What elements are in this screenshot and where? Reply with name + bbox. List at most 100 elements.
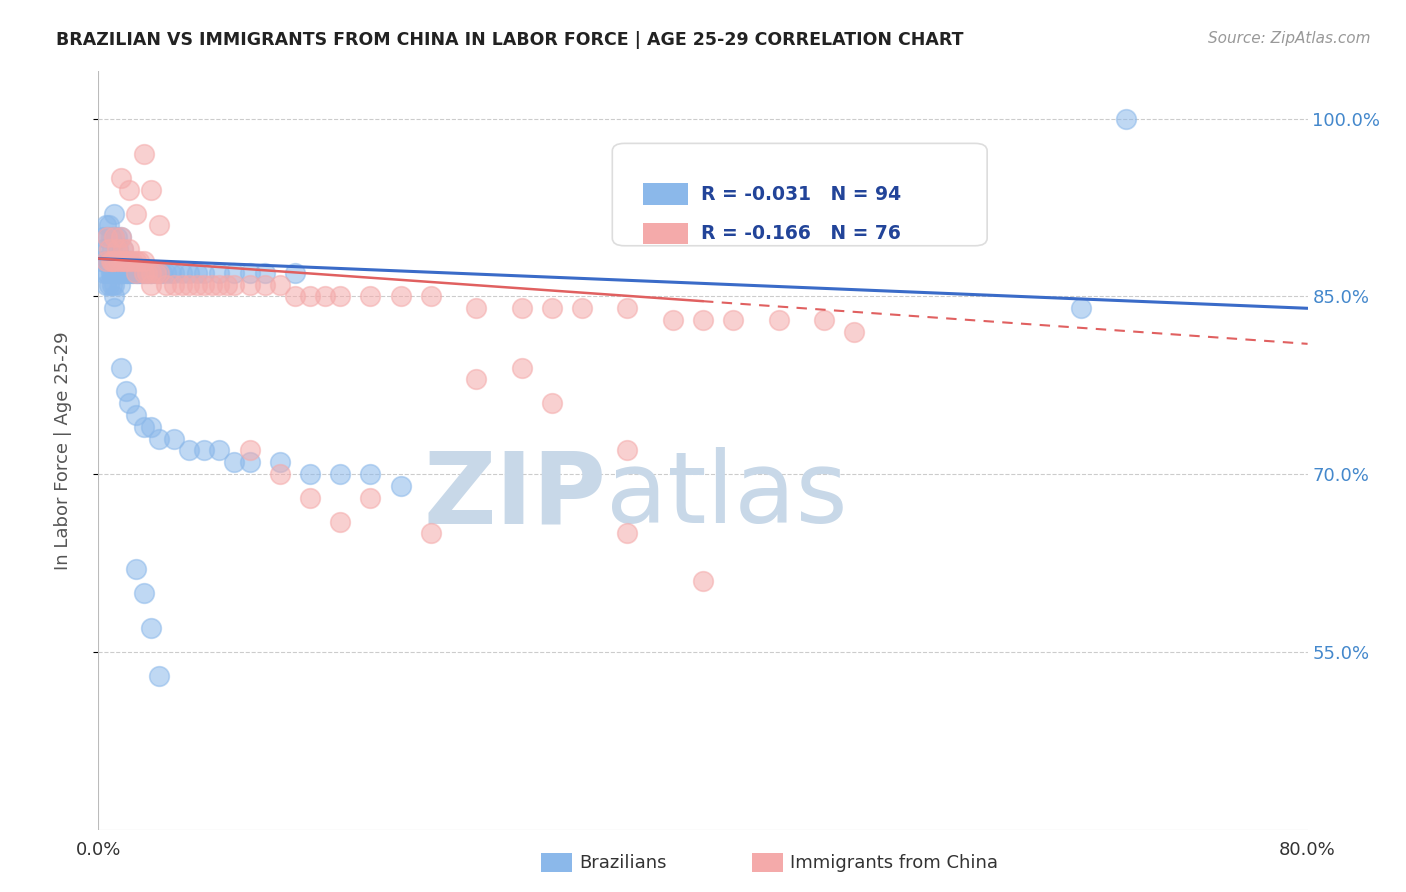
Point <box>420 289 443 303</box>
Point <box>148 219 170 233</box>
Point <box>132 419 155 434</box>
Point <box>141 419 163 434</box>
Point <box>215 277 238 292</box>
Point <box>118 183 141 197</box>
Point <box>101 266 124 280</box>
Point <box>239 266 262 280</box>
Point <box>111 242 134 256</box>
Point <box>103 289 125 303</box>
Point <box>101 277 124 292</box>
Point <box>110 253 132 268</box>
Point <box>420 526 443 541</box>
Point <box>112 253 135 268</box>
Point <box>101 242 124 256</box>
Point <box>163 277 186 292</box>
Point <box>125 562 148 576</box>
Point <box>103 253 125 268</box>
Point <box>253 277 276 292</box>
Point <box>141 266 163 280</box>
Point <box>93 266 115 280</box>
Point <box>100 253 122 268</box>
Point <box>96 230 118 244</box>
Point <box>208 266 231 280</box>
Point <box>155 277 177 292</box>
Point <box>105 242 128 256</box>
Point <box>208 277 231 292</box>
Point <box>616 526 638 541</box>
Point <box>114 253 136 268</box>
Point <box>100 253 122 268</box>
Y-axis label: In Labor Force | Age 25-29: In Labor Force | Age 25-29 <box>53 331 72 570</box>
Point <box>193 443 215 458</box>
Point <box>179 277 201 292</box>
Point <box>723 313 745 327</box>
Point <box>148 668 170 682</box>
Point <box>132 266 155 280</box>
Point <box>329 467 352 482</box>
Point <box>132 585 155 599</box>
Point <box>121 266 143 280</box>
Text: Brazilians: Brazilians <box>579 854 666 871</box>
Point <box>93 242 115 256</box>
Point <box>94 253 117 268</box>
Point <box>163 266 186 280</box>
Point <box>155 266 177 280</box>
Point <box>122 266 145 280</box>
Point <box>139 266 162 280</box>
Point <box>132 253 155 268</box>
Text: R = -0.031   N = 94: R = -0.031 N = 94 <box>700 185 901 203</box>
Point <box>107 253 129 268</box>
Point <box>299 491 322 505</box>
Text: R = -0.166   N = 76: R = -0.166 N = 76 <box>700 224 900 243</box>
Point <box>91 230 114 244</box>
Point <box>96 253 118 268</box>
Point <box>360 467 382 482</box>
Point <box>1115 112 1137 126</box>
Point <box>129 266 152 280</box>
Point <box>108 253 131 268</box>
Point <box>540 301 562 316</box>
Point <box>253 266 276 280</box>
Point <box>96 230 118 244</box>
Point <box>125 266 148 280</box>
Point <box>465 301 488 316</box>
Point <box>510 360 533 375</box>
Point <box>112 253 135 268</box>
Point <box>692 574 714 588</box>
Point <box>186 266 208 280</box>
Text: Source: ZipAtlas.com: Source: ZipAtlas.com <box>1208 31 1371 46</box>
Text: Immigrants from China: Immigrants from China <box>790 854 998 871</box>
Point <box>125 253 148 268</box>
Point <box>110 230 132 244</box>
Point <box>141 621 163 635</box>
Point <box>125 266 148 280</box>
Point <box>148 266 170 280</box>
Point <box>100 266 122 280</box>
Point <box>98 242 121 256</box>
Point <box>193 266 215 280</box>
Point <box>101 253 124 268</box>
Point <box>314 289 336 303</box>
Point <box>132 147 155 161</box>
Point <box>118 266 141 280</box>
Point <box>103 277 125 292</box>
Point <box>813 313 835 327</box>
Point <box>100 230 122 244</box>
Point <box>186 277 208 292</box>
Text: BRAZILIAN VS IMMIGRANTS FROM CHINA IN LABOR FORCE | AGE 25-29 CORRELATION CHART: BRAZILIAN VS IMMIGRANTS FROM CHINA IN LA… <box>56 31 963 49</box>
Point <box>105 253 128 268</box>
Point <box>329 289 352 303</box>
Point <box>105 266 128 280</box>
Point <box>98 219 121 233</box>
Point <box>114 384 136 399</box>
Point <box>103 230 125 244</box>
Point <box>118 253 141 268</box>
Point <box>103 301 125 316</box>
Point <box>128 253 150 268</box>
Point <box>114 253 136 268</box>
Point <box>269 277 291 292</box>
Point <box>103 230 125 244</box>
Point <box>141 183 163 197</box>
Point <box>145 266 167 280</box>
Point <box>110 171 132 186</box>
